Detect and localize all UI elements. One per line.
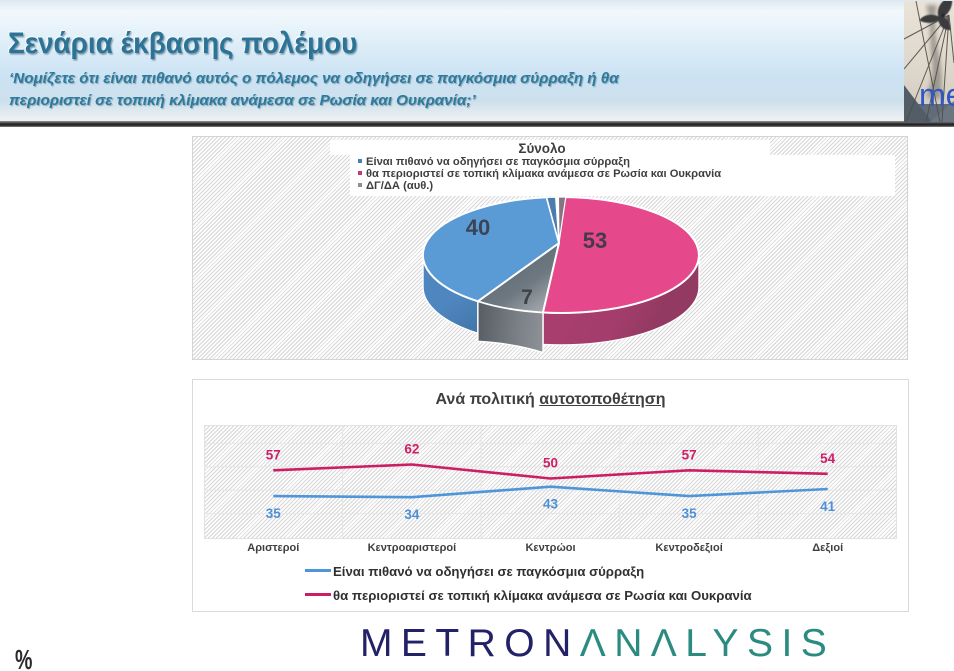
svg-text:me: me bbox=[919, 77, 954, 113]
